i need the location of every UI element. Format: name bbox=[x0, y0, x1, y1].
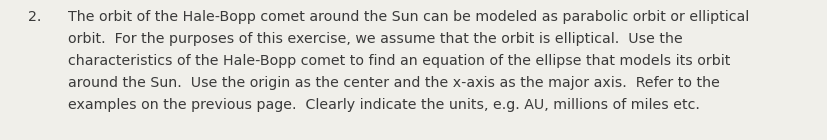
Text: examples on the previous page.  Clearly indicate the units, e.g. AU, millions of: examples on the previous page. Clearly i… bbox=[68, 98, 699, 112]
Text: orbit.  For the purposes of this exercise, we assume that the orbit is elliptica: orbit. For the purposes of this exercise… bbox=[68, 32, 682, 46]
Text: 2.: 2. bbox=[28, 10, 41, 24]
Text: around the Sun.  Use the origin as the center and the x-axis as the major axis. : around the Sun. Use the origin as the ce… bbox=[68, 76, 719, 90]
Text: The orbit of the Hale-Bopp comet around the Sun can be modeled as parabolic orbi: The orbit of the Hale-Bopp comet around … bbox=[68, 10, 748, 24]
Text: characteristics of the Hale-Bopp comet to find an equation of the ellipse that m: characteristics of the Hale-Bopp comet t… bbox=[68, 54, 729, 68]
